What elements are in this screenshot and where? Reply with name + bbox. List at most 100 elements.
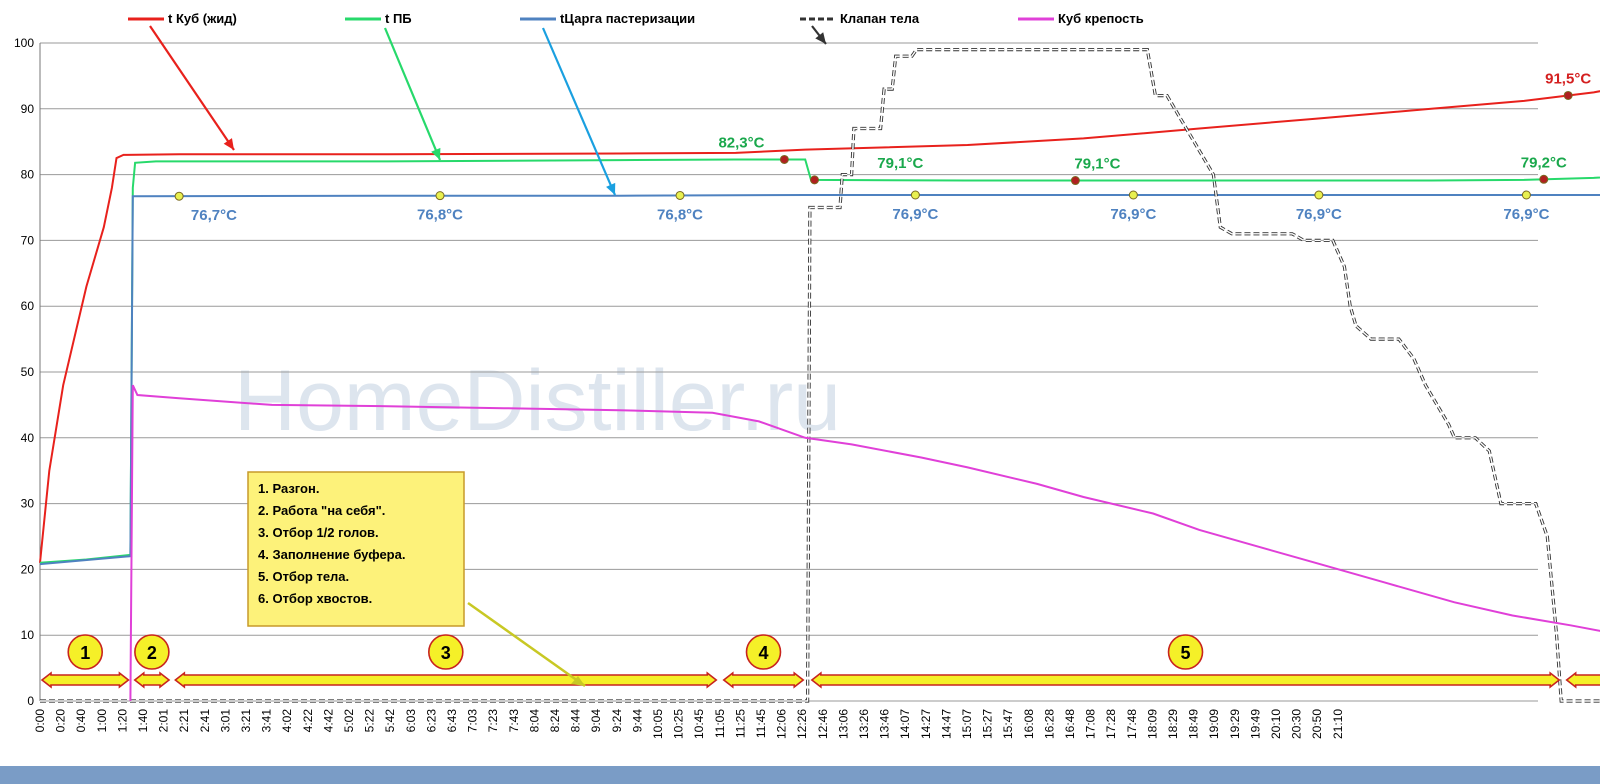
- x-tick-label: 7:03: [466, 709, 480, 733]
- x-tick-label: 9:44: [630, 709, 644, 733]
- x-tick-label: 4:02: [280, 709, 294, 733]
- x-tick-label: 3:21: [239, 709, 253, 733]
- legend-pointer-arrowhead: [815, 32, 826, 44]
- y-tick-label: 80: [21, 168, 35, 182]
- phase-arrow: [40, 671, 130, 689]
- x-tick-label: 1:40: [136, 709, 150, 733]
- x-tick-label: 2:41: [198, 709, 212, 733]
- x-tick-label: 19:29: [1228, 709, 1242, 739]
- x-tick-label: 3:41: [260, 709, 274, 733]
- x-tick-label: 10:25: [672, 709, 686, 739]
- phase-number-circle: [67, 634, 104, 670]
- series-line-t_pb: [39, 158, 1600, 564]
- x-tick-label: 15:07: [960, 709, 974, 739]
- x-tick-label: 1:20: [115, 709, 129, 733]
- phase-number-circle: [428, 634, 464, 670]
- phase-arrow: [174, 671, 718, 689]
- x-tick-label: 15:27: [981, 709, 995, 739]
- x-tick-label: 5:22: [363, 709, 377, 733]
- phase-number-circle: [134, 634, 170, 670]
- phase-legend-item: 5. Отбор тела.: [258, 569, 349, 584]
- x-tick-label: 11:45: [754, 709, 768, 738]
- legend-pointer-arrow: [541, 27, 617, 196]
- y-tick-label: 20: [21, 562, 35, 576]
- x-tick-label: 10:45: [692, 709, 706, 739]
- series-line-klapan: [40, 48, 1600, 702]
- x-tick-label: 9:04: [589, 709, 603, 733]
- x-tick-label: 4:22: [301, 709, 315, 733]
- annotation-marker: [1539, 174, 1549, 184]
- x-tick-label: 8:44: [569, 709, 583, 733]
- x-tick-label: 6:03: [404, 709, 418, 733]
- annotation-label: 76,9°C: [1296, 206, 1342, 223]
- annotation-marker: [810, 175, 820, 185]
- x-tick-label: 10:05: [651, 709, 665, 739]
- note-pointer-arrowhead: [571, 676, 585, 686]
- phase-markers: 123456: [40, 634, 1600, 689]
- annotation-marker: [779, 154, 789, 164]
- series-line-t_tsarga: [39, 194, 1600, 566]
- x-tick-label: 21:10: [1331, 709, 1345, 739]
- x-tick-label: 7:23: [486, 709, 500, 733]
- phase-arrow: [722, 671, 805, 689]
- x-tick-label: 7:43: [507, 709, 521, 733]
- annotation-marker: [435, 191, 445, 201]
- y-axis: 0 10 20 30 40 50 60 70 80 90 100: [14, 36, 34, 708]
- legend-label-t_pb: t ПБ: [385, 11, 412, 26]
- x-tick-label: 18:29: [1166, 709, 1180, 739]
- x-tick-label: 14:47: [939, 709, 953, 739]
- watermark-text: HomeDistiller.ru: [234, 353, 841, 449]
- legend: t Куб (жид) t ПБ tЦарга пастеризации Клапан…: [128, 11, 1144, 196]
- x-tick-label: 14:27: [919, 709, 933, 739]
- y-tick-label: 100: [14, 36, 34, 50]
- annotation-label: 79,1°C: [1074, 156, 1120, 173]
- phase-number-label: 1: [80, 643, 90, 663]
- x-tick-label: 13:06: [836, 709, 850, 739]
- phase-legend-item: 6. Отбор хвостов.: [258, 591, 372, 606]
- x-tick-label: 16:28: [1042, 709, 1056, 739]
- y-tick-label: 40: [21, 431, 35, 445]
- x-tick-label: 20:10: [1269, 709, 1283, 739]
- annotation-label: 76,9°C: [892, 206, 938, 223]
- phase-number-label: 2: [147, 643, 157, 663]
- series-line-t_kub: [39, 90, 1600, 563]
- phase-number-circle: [745, 634, 782, 670]
- x-tick-label: 17:28: [1104, 709, 1118, 739]
- x-tick-label: 5:42: [383, 709, 397, 733]
- x-tick-label: 0:40: [74, 709, 88, 733]
- annotation-marker: [174, 191, 184, 201]
- x-tick-label: 2:21: [177, 709, 191, 733]
- x-tick-label: 6:23: [424, 709, 438, 733]
- x-tick-label: 19:49: [1248, 709, 1262, 739]
- x-tick-label: 8:04: [527, 709, 541, 733]
- annotation-label: 76,9°C: [1110, 206, 1156, 223]
- phase-legend-item: 4. Заполнение буфера.: [258, 547, 405, 562]
- x-tick-label: 3:01: [218, 709, 232, 733]
- x-tick-label: 6:43: [445, 709, 459, 733]
- legend-label-t_kub: t Куб (жид): [168, 11, 237, 26]
- annotation-label: 82,3°C: [718, 134, 764, 151]
- annotation-marker: [910, 190, 920, 200]
- x-tick-label: 2:01: [157, 709, 171, 733]
- legend-label-t_tsarga: tЦарга пастеризации: [560, 11, 695, 26]
- x-tick-label: 11:25: [733, 709, 747, 738]
- x-tick-label: 17:08: [1084, 709, 1098, 739]
- x-tick-label: 5:02: [342, 709, 356, 733]
- x-tick-label: 15:47: [1001, 709, 1015, 739]
- x-tick-label: 12:26: [795, 709, 809, 739]
- chart-frame: HomeDistiller.ru 0 10 20 30 40 50 60 70 80 90 100 …: [0, 0, 1600, 766]
- x-tick-label: 12:06: [775, 709, 789, 739]
- phase-number-label: 4: [758, 643, 768, 663]
- x-tick-label: 18:49: [1187, 709, 1201, 739]
- x-tick-label: 9:24: [610, 709, 624, 733]
- legend-pointer-arrow: [383, 27, 442, 161]
- annotation-marker: [1563, 90, 1573, 100]
- phase-legend-item: 2. Работа "на себя".: [258, 503, 385, 518]
- annotation-marker: [1521, 190, 1531, 200]
- phase-arrow: [1565, 671, 1600, 689]
- legend-label-krepost: Куб крепость: [1058, 11, 1144, 26]
- x-tick-label: 1:00: [95, 709, 109, 733]
- y-tick-label: 50: [21, 365, 35, 379]
- x-tick-label: 4:42: [321, 709, 335, 733]
- x-tick-label: 0:00: [33, 709, 47, 733]
